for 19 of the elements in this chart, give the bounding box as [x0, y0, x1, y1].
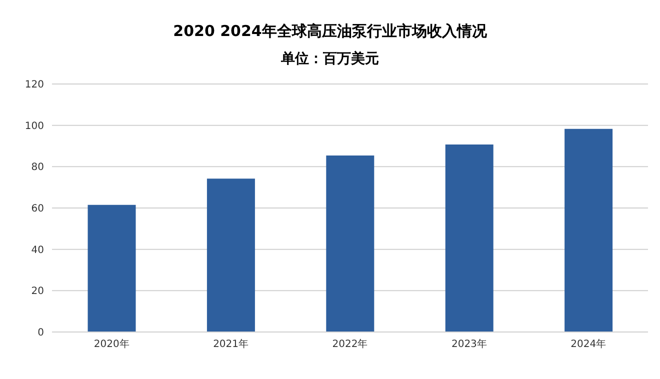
x-tick-label: 2024年 [570, 338, 606, 350]
y-tick-label: 60 [31, 204, 44, 215]
y-tick-label: 120 [24, 80, 44, 91]
bar [564, 128, 613, 332]
x-tick-label: 2021年 [213, 338, 249, 350]
chart-subtitle: 单位：百万美元 [280, 50, 380, 69]
bar [326, 156, 374, 332]
y-tick-label: 80 [31, 162, 44, 174]
y-tick-label: 100 [24, 120, 44, 132]
bar [445, 144, 494, 332]
y-tick-label: 0 [38, 328, 44, 339]
y-tick-label: 40 [31, 244, 44, 256]
x-tick-label: 2023年 [451, 338, 487, 350]
chart-title: 2020 2024年全球高压油泵行业市场收入情况 [172, 22, 488, 42]
bar [206, 178, 255, 332]
x-tick-label: 2020年 [94, 338, 130, 350]
x-tick-label: 2022年 [332, 338, 368, 350]
bar [88, 204, 136, 332]
y-tick-label: 20 [31, 286, 44, 298]
